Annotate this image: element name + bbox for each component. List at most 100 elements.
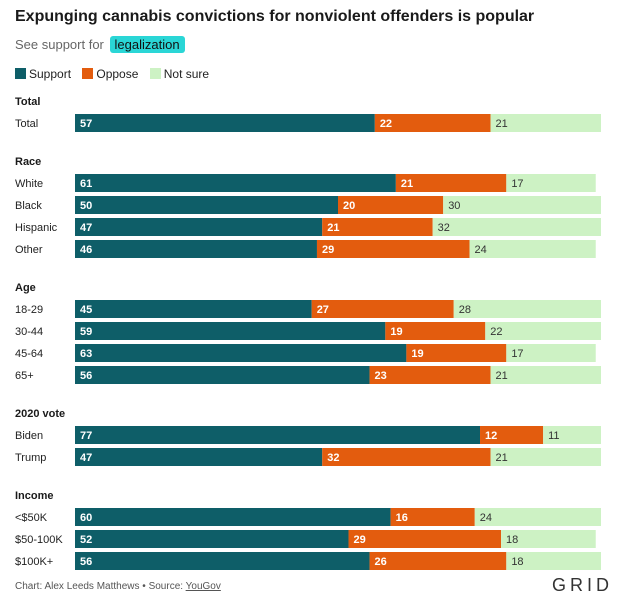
bar-oppose-50-100k [348,530,502,548]
bar-oppose-white [395,174,507,192]
row-label-total: Total [15,118,38,130]
row-label-50-100k: $50-100K [15,534,63,546]
legend-label-support: Support [29,67,72,81]
value-label-support-45-64: 63 [80,348,92,360]
bar-oppose-hispanic [322,218,433,236]
value-label-not-sure-trump: 21 [496,452,508,464]
value-label-oppose-45-64: 19 [411,348,423,360]
legend-swatch-not-sure [149,68,161,79]
bar-not-sure-50k [474,508,601,526]
value-label-support-100k: 56 [80,556,92,568]
value-label-oppose-100k: 26 [375,556,387,568]
value-label-not-sure-total: 21 [496,118,508,130]
row-label-100k: $100K+ [15,556,53,568]
bar-not-sure-other [469,240,596,258]
chart-footer: Chart: Alex Leeds Matthews • Source: You… [15,581,221,592]
bar-support-trump [75,448,323,466]
value-label-support-30-44: 59 [80,326,92,338]
bar-support-other [75,240,317,258]
bar-support-30-44 [75,322,386,340]
legalization-link[interactable]: legalization [109,36,185,53]
bar-support-65 [75,366,370,384]
bar-support-18-29 [75,300,312,318]
bar-support-50k [75,508,391,526]
bar-not-sure-black [443,196,601,214]
legend-label-not-sure: Not sure [163,67,210,81]
subtitle-prefix: See support for [15,37,104,52]
brand-logo: GRID [552,575,613,595]
value-label-oppose-trump: 32 [327,452,339,464]
legend-swatch-support [15,68,26,79]
value-label-support-hispanic: 47 [80,222,92,234]
value-label-not-sure-30-44: 22 [490,326,502,338]
credit-text: Chart: Alex Leeds Matthews • Source: [15,581,186,592]
value-label-support-18-29: 45 [80,304,92,316]
value-label-oppose-other: 29 [322,244,334,256]
bar-not-sure-biden [543,426,601,444]
legend: Support Oppose Not sure [15,67,217,81]
value-label-not-sure-biden: 11 [548,430,559,442]
bar-not-sure-50-100k [501,530,596,548]
row-label-black: Black [15,200,42,212]
value-label-oppose-50k: 16 [396,512,408,524]
value-label-not-sure-100k: 18 [511,556,523,568]
value-label-oppose-50-100k: 29 [354,534,366,546]
value-label-not-sure-50k: 24 [480,512,492,524]
row-label-white: White [15,178,43,190]
row-label-45-64: 45-64 [15,348,43,360]
bar-not-sure-45-64 [506,344,596,362]
bar-not-sure-100k [506,552,601,570]
bar-support-total [75,114,375,132]
value-label-not-sure-45-64: 17 [511,348,523,360]
value-label-oppose-65: 23 [375,370,387,382]
value-label-oppose-18-29: 27 [317,304,329,316]
bar-oppose-black [338,196,444,214]
value-label-not-sure-other: 24 [475,244,487,256]
row-label-65: 65+ [15,370,34,382]
bar-support-biden [75,426,481,444]
bar-support-white [75,174,396,192]
bar-oppose-45-64 [406,344,507,362]
value-label-not-sure-65: 21 [496,370,508,382]
bar-oppose-18-29 [311,300,454,318]
value-label-not-sure-black: 30 [448,200,460,212]
legend-item-not-sure: Not sure [149,67,210,81]
value-label-support-50-100k: 52 [80,534,92,546]
legend-label-oppose: Oppose [96,67,139,81]
bar-oppose-50k [390,508,475,526]
group-label-age: Age [15,282,36,294]
bar-support-50-100k [75,530,349,548]
group-label-total: Total [15,96,40,108]
value-label-not-sure-hispanic: 32 [438,222,450,234]
row-label-trump: Trump [15,452,46,464]
row-label-biden: Biden [15,430,43,442]
source-link[interactable]: YouGov [185,581,221,592]
bar-oppose-100k [369,552,507,570]
value-label-not-sure-white: 17 [511,178,523,190]
legend-item-oppose: Oppose [82,67,138,81]
group-label-2020-vote: 2020 vote [15,408,65,420]
value-label-oppose-total: 22 [380,118,392,130]
legend-item-support: Support [15,67,71,81]
bar-oppose-total [374,114,491,132]
value-label-not-sure-50-100k: 18 [506,534,518,546]
value-label-support-white: 61 [80,178,92,190]
bar-not-sure-total [490,114,601,132]
bar-not-sure-hispanic [432,218,601,236]
group-label-race: Race [15,156,41,168]
value-label-oppose-biden: 12 [485,430,497,442]
row-label-30-44: 30-44 [15,326,43,338]
row-label-hispanic: Hispanic [15,222,58,234]
value-label-support-trump: 47 [80,452,92,464]
legend-swatch-oppose [82,68,94,79]
bar-not-sure-trump [490,448,601,466]
bar-not-sure-30-44 [485,322,601,340]
bar-oppose-30-44 [385,322,486,340]
bar-support-black [75,196,338,214]
bar-not-sure-white [506,174,596,192]
value-label-support-65: 56 [80,370,92,382]
bar-support-100k [75,552,370,570]
bar-not-sure-65 [490,366,601,384]
value-label-support-other: 46 [80,244,92,256]
